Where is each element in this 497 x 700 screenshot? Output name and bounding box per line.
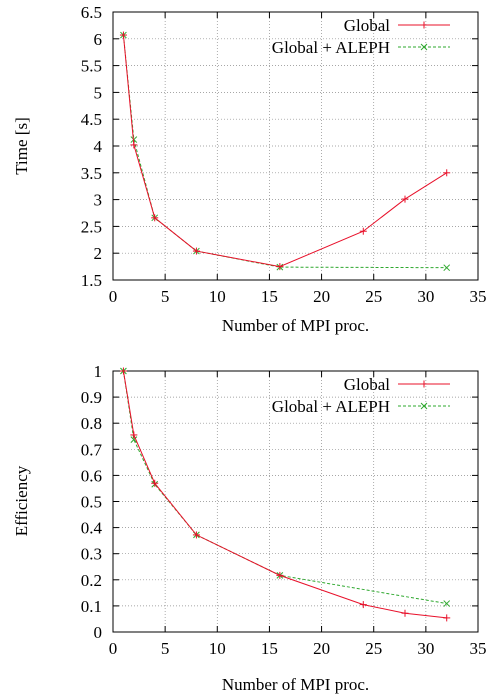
y-tick-label: 5 bbox=[94, 83, 103, 102]
x-axis-label: Number of MPI proc. bbox=[222, 316, 369, 335]
y-tick-label: 1 bbox=[94, 362, 103, 381]
y-tick-label: 2 bbox=[94, 244, 103, 263]
x-tick-label: 0 bbox=[109, 639, 118, 658]
y-tick-label: 0.4 bbox=[81, 519, 103, 538]
y-axis-label: Efficiency bbox=[12, 465, 31, 536]
y-tick-label: 0.1 bbox=[81, 597, 102, 616]
legend-label: Global bbox=[344, 375, 391, 394]
x-tick-label: 35 bbox=[470, 639, 487, 658]
x-point bbox=[420, 402, 428, 410]
plus-point bbox=[119, 367, 127, 375]
y-tick-label: 5.5 bbox=[81, 57, 102, 76]
plus-point bbox=[276, 263, 284, 271]
y-tick-label: 2.5 bbox=[81, 217, 102, 236]
plus-point bbox=[151, 214, 159, 222]
x-point bbox=[420, 43, 428, 51]
legend: Global Global + ALEPH bbox=[272, 375, 450, 416]
legend-label: Global bbox=[344, 16, 391, 35]
y-tick-label: 1.5 bbox=[81, 271, 102, 290]
plus-point bbox=[420, 21, 428, 29]
legend-entry: Global bbox=[344, 16, 450, 35]
plus-point bbox=[401, 195, 409, 203]
series-line bbox=[122, 34, 447, 269]
series-line bbox=[122, 370, 447, 619]
x-tick-label: 30 bbox=[417, 639, 434, 658]
x-tick-label: 5 bbox=[161, 639, 170, 658]
plus-point bbox=[276, 571, 284, 579]
legend-label: Global + ALEPH bbox=[272, 38, 390, 57]
plus-point bbox=[420, 380, 428, 388]
plus-point bbox=[151, 479, 159, 487]
legend: Global Global + ALEPH bbox=[272, 16, 450, 57]
plus-point bbox=[443, 169, 451, 177]
x-tick-label: 15 bbox=[261, 639, 278, 658]
plus-point bbox=[192, 247, 200, 255]
x-point bbox=[443, 264, 451, 272]
series-global bbox=[119, 367, 451, 622]
x-tick-label: 20 bbox=[313, 287, 330, 306]
legend-entry: Global + ALEPH bbox=[272, 38, 450, 57]
chart-2: 0 5 10 15 20 25 30 35 0 0.1 0.2 0.3 0.4 0.5 0.6 0.7 0.8 0… bbox=[12, 362, 487, 694]
plus-point bbox=[192, 531, 200, 539]
chart-1: 0 5 10 15 20 25 30 35 1.5 2 2.5 3 3.5 4 4.5 5 5.5 6 6.5 Num… bbox=[12, 3, 487, 335]
series-line bbox=[122, 35, 447, 268]
plus-point bbox=[443, 614, 451, 622]
y-tick-label: 4.5 bbox=[81, 110, 102, 129]
y-tick-label: 0.5 bbox=[81, 493, 102, 512]
y-axis-label: Time [s] bbox=[12, 117, 31, 174]
x-tick-label: 5 bbox=[161, 287, 170, 306]
x-tick-label: 25 bbox=[365, 287, 382, 306]
x-tick-label: 15 bbox=[261, 287, 278, 306]
plus-point bbox=[401, 609, 409, 617]
plus-point bbox=[130, 141, 138, 149]
legend-label: Global + ALEPH bbox=[272, 397, 390, 416]
y-tick-label: 3.5 bbox=[81, 164, 102, 183]
x-tick-label: 35 bbox=[470, 287, 487, 306]
plus-point bbox=[359, 227, 367, 235]
y-tick-label: 0.3 bbox=[81, 545, 102, 564]
x-point bbox=[443, 600, 451, 607]
y-tick-label: 0 bbox=[94, 623, 103, 642]
y-tick-label: 4 bbox=[94, 137, 103, 156]
y-tick-label: 0.7 bbox=[81, 440, 103, 459]
y-tick-label: 3 bbox=[94, 191, 103, 210]
x-tick-label: 0 bbox=[109, 287, 118, 306]
x-axis-label: Number of MPI proc. bbox=[222, 675, 369, 694]
plus-point bbox=[130, 431, 138, 439]
x-point bbox=[130, 436, 138, 443]
y-tick-label: 0.2 bbox=[81, 571, 102, 590]
legend-entry: Global bbox=[344, 375, 450, 394]
y-tick-label: 6.5 bbox=[81, 3, 102, 22]
plus-point bbox=[359, 601, 367, 609]
y-tick-label: 0.8 bbox=[81, 414, 102, 433]
x-tick-label: 10 bbox=[209, 287, 226, 306]
y-tick-label: 0.6 bbox=[81, 466, 102, 485]
legend-entry: Global + ALEPH bbox=[272, 397, 450, 416]
x-tick-label: 20 bbox=[313, 639, 330, 658]
series-global bbox=[119, 31, 451, 271]
x-point bbox=[130, 136, 138, 143]
x-tick-label: 25 bbox=[365, 639, 382, 658]
x-tick-label: 30 bbox=[417, 287, 434, 306]
plus-point bbox=[119, 31, 127, 39]
series-global-aleph bbox=[120, 31, 451, 272]
x-tick-label: 10 bbox=[209, 639, 226, 658]
y-tick-label: 0.9 bbox=[81, 388, 102, 407]
y-tick-label: 6 bbox=[94, 30, 103, 49]
